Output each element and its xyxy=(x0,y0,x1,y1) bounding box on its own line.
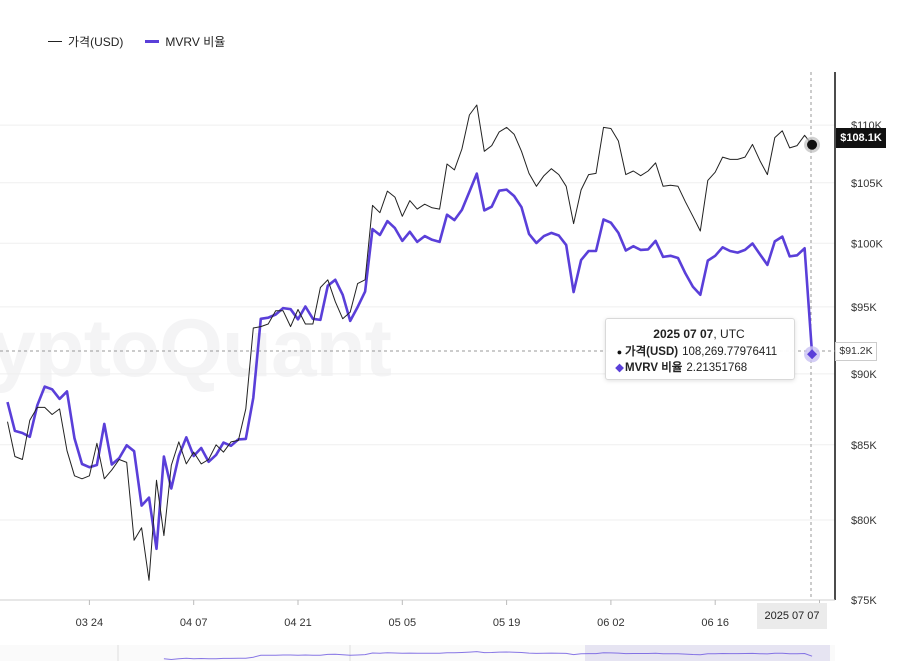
tooltip-price-value: 108,269.77976411 xyxy=(682,346,778,358)
x-tick-label: 06 16 xyxy=(701,617,729,629)
grid-lines xyxy=(0,124,835,601)
diamond-marker-icon: ◆ xyxy=(615,362,624,374)
x-tick-label: 04 21 xyxy=(284,617,312,629)
x-tick-label: 03 24 xyxy=(76,617,104,629)
tooltip-title: 2025 07 07, UTC xyxy=(614,327,784,341)
series-lines xyxy=(6,104,814,581)
legend-swatch-mvrv xyxy=(145,39,160,43)
crosshair-date-label: 2025 07 07 xyxy=(757,603,827,629)
legend-label-mvrv: MVRV 비율 xyxy=(165,34,226,49)
tooltip-mvrv-label: MVRV 비율 xyxy=(625,362,683,374)
legend-item-price[interactable]: 가격(USD) xyxy=(48,33,123,50)
y-tick-label: $95K xyxy=(851,302,877,314)
price-series-line xyxy=(7,104,813,581)
chart-legend: 가격(USD) MVRV 비율 xyxy=(48,32,247,50)
legend-item-mvrv[interactable]: MVRV 비율 xyxy=(145,33,225,50)
x-tick-label: 05 19 xyxy=(493,617,521,629)
y-tick-label: $75K xyxy=(851,595,877,607)
y-tick-label: $90K xyxy=(851,369,877,381)
x-tick-label: 05 05 xyxy=(389,617,417,629)
tooltip-mvrv-value: 2.21351768 xyxy=(686,362,748,374)
tooltip-row-mvrv: ◆MVRV 비율 2.21351768 xyxy=(614,360,784,376)
y-tick-label: $100K xyxy=(851,238,883,250)
price-hover-marker xyxy=(807,139,818,150)
legend-label-price: 가격(USD) xyxy=(68,34,124,49)
chart-tooltip: 2025 07 07, UTC ● 가격(USD) 108,269.77976411… xyxy=(605,318,795,380)
mvrv-series-line xyxy=(6,172,814,551)
circle-marker-icon: ● xyxy=(616,347,623,357)
crosshair-y-label: $91.2K xyxy=(835,342,877,361)
mvrv-hover-marker xyxy=(807,349,818,360)
navigator-line xyxy=(163,651,813,661)
tooltip-price-label: 가격(USD) xyxy=(625,346,679,358)
watermark: yptoQuant xyxy=(0,303,392,394)
tooltip-timezone: , UTC xyxy=(713,327,745,341)
tooltip-date: 2025 07 07 xyxy=(653,327,714,341)
x-tick-label: 06 02 xyxy=(597,617,625,629)
hover-markers xyxy=(804,136,821,363)
tooltip-row-price: ● 가격(USD) 108,269.77976411 xyxy=(614,344,784,360)
y-tick-label: $105K xyxy=(851,178,883,190)
y-tick-label: $80K xyxy=(851,515,877,527)
legend-swatch-price xyxy=(48,40,62,42)
x-tick-label: 04 07 xyxy=(180,617,208,629)
last-price-badge: $108.1K xyxy=(836,128,886,148)
y-tick-label: $85K xyxy=(851,440,877,452)
navigator-selection[interactable] xyxy=(585,645,830,661)
range-navigator[interactable] xyxy=(0,645,835,661)
